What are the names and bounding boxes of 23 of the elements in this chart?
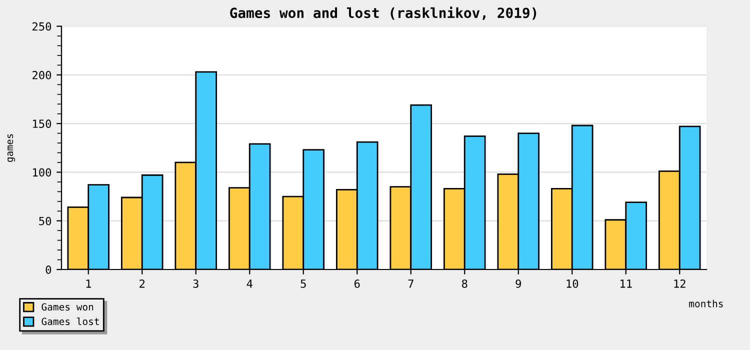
x-tick-label: 8 xyxy=(462,279,468,288)
x-tick-label: 9 xyxy=(516,279,521,288)
x-tick-label: 1 xyxy=(86,280,91,288)
x-tick-label: 10 xyxy=(566,279,578,288)
y-axis-title: games xyxy=(8,134,16,162)
legend-label: Games lost xyxy=(42,318,99,326)
x-tick-label: 5 xyxy=(300,280,306,288)
x-tick-label: 12 xyxy=(674,279,686,288)
y-tick-label: 50 xyxy=(39,216,52,226)
x-tick-label: 7 xyxy=(408,280,414,288)
x-tick-label: 6 xyxy=(354,279,360,288)
y-tick-label: 250 xyxy=(32,22,52,31)
y-tick-label: 150 xyxy=(33,120,52,128)
x-axis-title: months xyxy=(689,300,723,308)
legend-label: Games won xyxy=(42,303,94,311)
x-tick-label: 3 xyxy=(193,279,198,288)
x-tick-label: 2 xyxy=(140,279,145,288)
x-tick-label: 11 xyxy=(620,280,632,288)
y-tick-label: 0 xyxy=(46,266,52,274)
y-tick-label: 200 xyxy=(32,70,52,80)
x-tick-label: 4 xyxy=(246,280,252,288)
y-tick-label: 100 xyxy=(33,168,52,177)
chart-title: Games won and lost (rasklnikov, 2019) xyxy=(230,6,536,20)
